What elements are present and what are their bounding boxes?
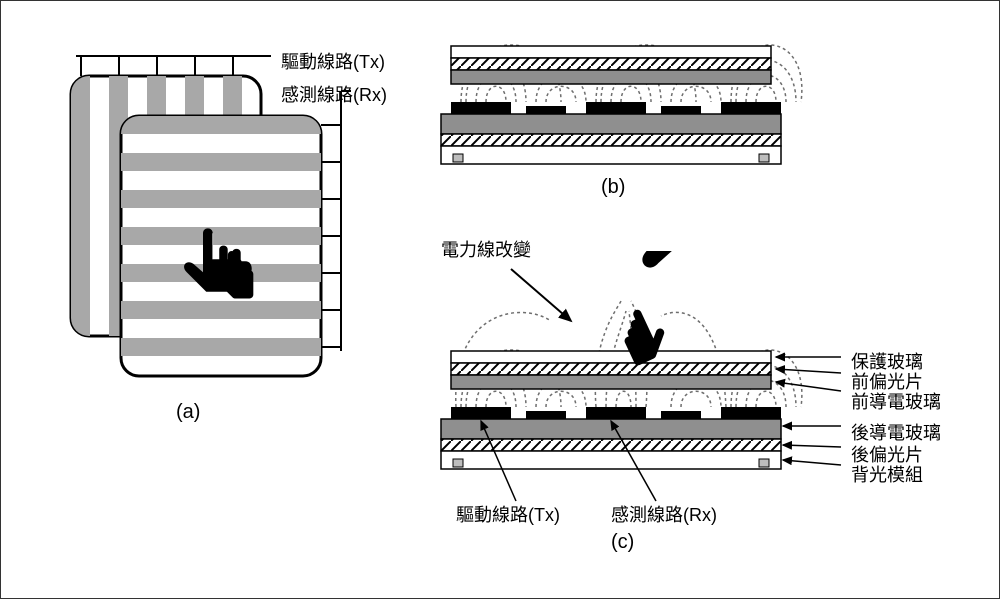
label-c-rx: 感測線路(Rx): [611, 501, 717, 527]
panel-b: [431, 6, 831, 186]
hand-icon-c2: [614, 251, 707, 275]
layers-c: [441, 351, 781, 469]
label-c-power: 電力線改變: [441, 236, 531, 262]
label-c-backlight: 背光模組: [851, 461, 923, 487]
sublabel-c: (c): [611, 531, 634, 554]
layers-b: [441, 46, 781, 164]
diagram-container: 驅動線路(Tx) 感測線路(Rx) (a): [0, 0, 1000, 599]
label-a-tx: 驅動線路(Tx): [281, 48, 385, 74]
label-c-front-glass: 前導電玻璃: [851, 388, 941, 414]
label-arrows: [776, 357, 841, 465]
sublabel-b: (b): [601, 176, 625, 199]
label-a-rx: 感測線路(Rx): [281, 81, 387, 107]
panel-a-front: [121, 91, 351, 376]
sublabel-a: (a): [176, 401, 200, 424]
label-c-tx: 驅動線路(Tx): [456, 501, 560, 527]
